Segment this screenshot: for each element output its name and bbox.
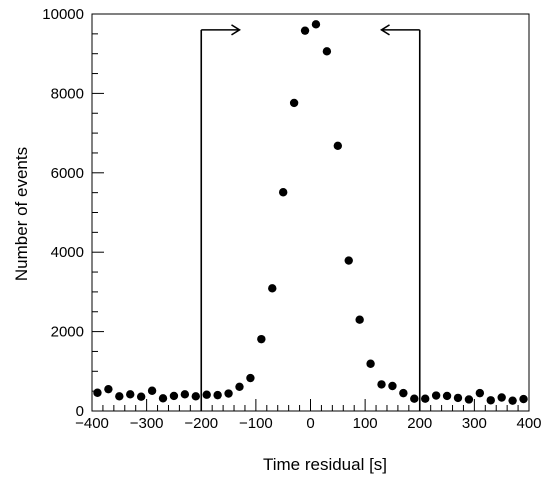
data-point — [344, 256, 353, 265]
data-point — [115, 392, 124, 401]
data-point — [431, 391, 441, 400]
data-point — [475, 388, 485, 398]
window-left-arrowhead — [231, 24, 241, 36]
x-tick-label: −200 — [184, 415, 218, 432]
y-tick-label: 8000 — [51, 85, 84, 102]
data-point — [136, 392, 146, 401]
data-point — [147, 386, 157, 395]
window-right-arrowhead — [380, 24, 390, 36]
data-point — [355, 315, 364, 324]
x-tick-label: 200 — [407, 415, 432, 432]
data-point — [399, 388, 408, 398]
y-tick-label: 4000 — [51, 244, 84, 261]
data-point — [268, 284, 277, 293]
x-axis-title: Time residual [s] — [263, 455, 387, 474]
data-point — [257, 334, 266, 344]
data-point — [410, 394, 419, 403]
x-tick-label: −300 — [130, 415, 164, 432]
data-point — [333, 141, 343, 151]
data-point — [519, 394, 528, 404]
data-point — [191, 392, 200, 401]
data-points — [93, 20, 528, 405]
data-point — [289, 98, 299, 108]
data-point — [453, 393, 463, 403]
y-axis-title: Number of events — [12, 147, 31, 281]
data-point — [464, 395, 474, 404]
y-tick-label: 0 — [76, 403, 84, 420]
x-tick-label: −100 — [239, 415, 273, 432]
data-point — [169, 391, 179, 401]
data-point — [213, 390, 222, 400]
data-point — [497, 393, 506, 402]
data-point — [246, 373, 255, 383]
data-point — [104, 384, 113, 394]
data-point — [224, 389, 233, 398]
data-point — [93, 388, 102, 397]
data-point — [366, 359, 375, 368]
data-point — [300, 26, 310, 35]
selection-window — [200, 24, 421, 411]
tick-labels: −400 −300 −200 −100 0 100 200 300 40002000400060… — [42, 6, 541, 432]
y-tick-label: 6000 — [51, 165, 84, 182]
data-point — [388, 381, 397, 391]
axis-ticks — [91, 13, 530, 412]
x-tick-label: 100 — [353, 415, 378, 432]
x-tick-label: 300 — [462, 415, 487, 432]
y-tick-label: 10000 — [42, 6, 84, 23]
data-point — [278, 188, 288, 197]
data-point — [180, 390, 190, 399]
data-point — [377, 380, 386, 389]
data-point — [442, 391, 452, 401]
data-point — [235, 382, 244, 391]
data-point — [508, 396, 517, 405]
data-point — [202, 390, 211, 399]
data-point — [158, 394, 168, 403]
data-point — [486, 396, 495, 405]
data-point — [322, 47, 332, 56]
data-point — [311, 20, 321, 29]
x-tick-label: 0 — [306, 415, 314, 432]
data-point — [126, 390, 135, 399]
y-tick-label: 2000 — [51, 324, 84, 341]
x-tick-label: −400 — [75, 415, 109, 432]
x-tick-label: 400 — [516, 415, 541, 432]
data-point — [421, 394, 430, 403]
plot-frame — [91, 13, 530, 412]
